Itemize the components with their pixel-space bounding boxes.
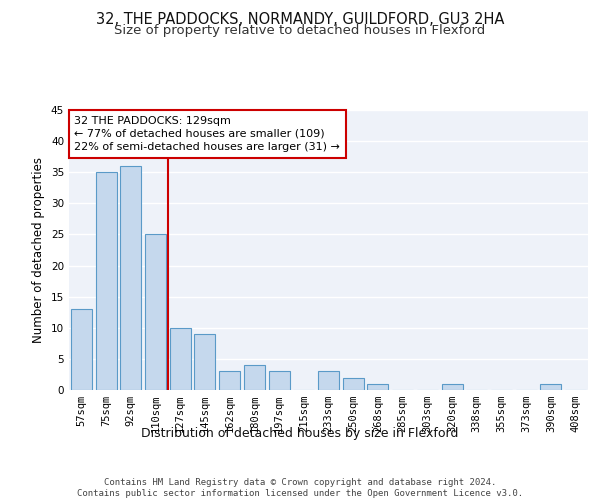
Bar bbox=[442, 384, 463, 390]
Text: Distribution of detached houses by size in Flexford: Distribution of detached houses by size … bbox=[142, 428, 458, 440]
Y-axis label: Number of detached properties: Number of detached properties bbox=[32, 157, 46, 343]
Bar bbox=[367, 384, 388, 390]
Bar bbox=[170, 328, 191, 390]
Text: 32, THE PADDOCKS, NORMANDY, GUILDFORD, GU3 2HA: 32, THE PADDOCKS, NORMANDY, GUILDFORD, G… bbox=[96, 12, 504, 28]
Bar bbox=[194, 334, 215, 390]
Bar bbox=[343, 378, 364, 390]
Bar bbox=[269, 372, 290, 390]
Bar bbox=[244, 365, 265, 390]
Text: 32 THE PADDOCKS: 129sqm
← 77% of detached houses are smaller (109)
22% of semi-d: 32 THE PADDOCKS: 129sqm ← 77% of detache… bbox=[74, 116, 340, 152]
Text: Contains HM Land Registry data © Crown copyright and database right 2024.
Contai: Contains HM Land Registry data © Crown c… bbox=[77, 478, 523, 498]
Bar bbox=[318, 372, 339, 390]
Bar bbox=[541, 384, 562, 390]
Bar bbox=[120, 166, 141, 390]
Bar bbox=[219, 372, 240, 390]
Text: Size of property relative to detached houses in Flexford: Size of property relative to detached ho… bbox=[115, 24, 485, 37]
Bar bbox=[95, 172, 116, 390]
Bar bbox=[71, 309, 92, 390]
Bar bbox=[145, 234, 166, 390]
